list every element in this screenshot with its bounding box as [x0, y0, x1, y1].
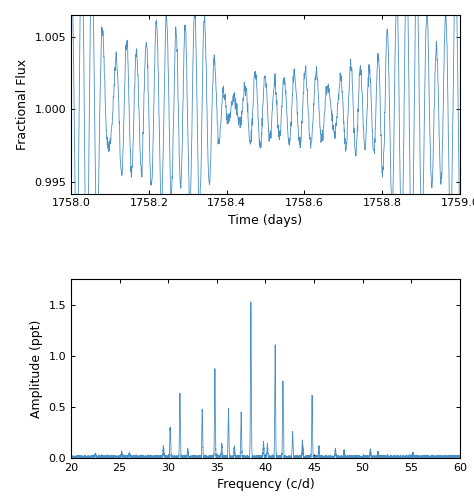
Y-axis label: Fractional Flux: Fractional Flux [16, 59, 29, 150]
X-axis label: Frequency (c/d): Frequency (c/d) [217, 478, 314, 491]
Y-axis label: Amplitude (ppt): Amplitude (ppt) [30, 319, 43, 417]
X-axis label: Time (days): Time (days) [228, 214, 302, 227]
